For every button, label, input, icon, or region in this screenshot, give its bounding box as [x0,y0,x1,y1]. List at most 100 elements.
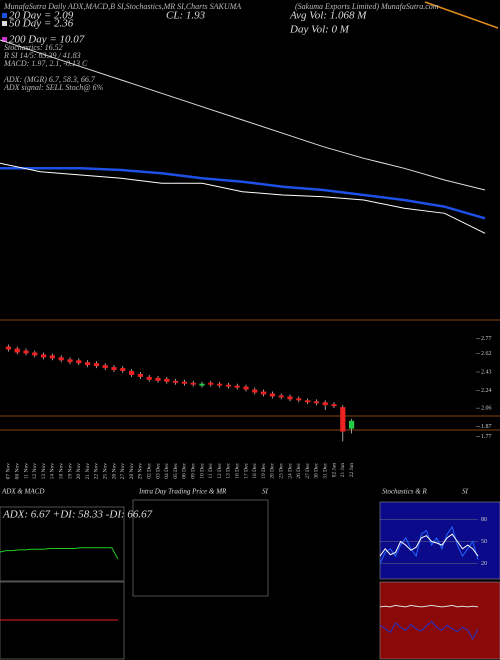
x-tick-label: 17 Dec [243,462,249,478]
candle-body [146,376,152,380]
x-tick-label: 06 Dec [182,462,188,478]
candle-body [208,382,214,385]
candle-body [190,382,196,385]
x-tick-label: 18 Dec [252,462,258,478]
candle-body [49,355,55,359]
y-tick-label: 2.62 [481,351,492,357]
legend-label: 20 Day = 2.09 [9,10,74,22]
candle-body [287,396,293,400]
panel-frame [0,506,125,582]
panel-frame [379,581,500,660]
candle-body [261,391,267,395]
series-line [379,604,479,608]
candle-body [173,380,179,383]
x-tick-label: 03 Dec [155,462,161,478]
y-tick-label: 2.24 [481,388,492,394]
candle-body [5,346,11,350]
x-tick-label: 29 Nov [138,463,144,480]
x-tick-label: 12 Dec [217,462,223,478]
y-tick-label: 2.06 [481,406,492,412]
day-vol: Day Vol: 0 M [289,24,350,36]
header-right: (Sakuma Exports Limited) MunafaSutra.com [295,2,439,11]
x-tick-label: 07 Nov [6,463,12,480]
x-tick-label: 26 Dec [296,462,302,478]
candle-body [269,393,275,397]
candle-body [129,371,135,375]
candle-body [102,365,108,369]
panel-title: ADX & MACD [1,488,44,496]
panel-label: ADX: 6.67 +DI: 58.33 -DI: 66.67 [2,509,153,521]
legend-swatch [2,37,7,42]
x-tick-label: 16 Dec [234,462,240,478]
candle-body [32,352,38,356]
x-tick-label: 27 Dec [305,462,311,478]
y-tick-label: 2.77 [481,336,492,342]
y-tick-label: 20 [481,561,487,567]
candle-body [234,385,240,388]
info-line: MACD: 1.97, 2.1, -0.13 C [3,59,88,68]
info-line: ADX: (MGR) 6.7, 58.3, 66.7 [3,75,96,84]
series-line [379,620,479,641]
y-tick-label: 1.87 [481,424,492,430]
y-tick-label: 50 [481,539,487,545]
info-line: ADX signal: SELL Stoch@ 6% [3,83,104,92]
panel-title: SI [462,488,469,496]
legend-label: 200 Day = 10.07 [9,34,85,46]
candle-body [243,386,249,390]
candle-body [296,398,302,401]
candle-body [41,354,47,358]
candle-body [67,359,73,363]
candle-body [85,362,91,366]
x-tick-label: 05 Dec [173,462,179,478]
candle-body [164,378,170,382]
x-tick-label: 04 Dec [164,462,170,478]
legend-label: 50 Day = 2.36 [9,18,74,30]
x-tick-label: 21 Jan [340,463,346,477]
series-line [0,547,119,560]
x-tick-label: 19 Dec [261,462,267,478]
info-line: Stochastics: 16.52 [4,43,63,52]
x-tick-label: 25 Nov [102,463,108,480]
candle-body [225,384,231,387]
x-tick-label: 22 Jan [349,463,355,477]
x-tick-label: 11 Dec [208,462,214,478]
x-tick-label: 20 Nov [76,463,82,480]
candle-body [181,381,187,384]
x-tick-label: 23 Dec [278,462,284,478]
panel-title: Stochastics & R [382,488,427,496]
series-line [379,533,479,557]
candle-body [199,383,205,386]
series-line [0,162,486,234]
x-tick-label: 18 Nov [58,463,64,480]
candle-body [331,404,337,407]
candle-body [217,383,223,386]
x-tick-label: 26 Nov [111,463,117,480]
candle-body [340,407,346,432]
close: CL: 1.93 [166,10,206,22]
info-lines: Stochastics: 16.52R SI 14/5: 63.39 / 41.… [3,43,104,92]
x-tick-label: 28 Nov [129,463,135,480]
candle-body [322,402,328,406]
avg-vol: Avg Vol: 1.068 M [289,10,367,22]
x-tick-label: 22 Nov [94,463,100,480]
candle-body [120,368,126,372]
x-tick-label: 13 Dec [226,462,232,478]
x-tick-label: 27 Nov [120,463,126,480]
candle-body [313,401,319,404]
panel-frame [379,501,500,580]
info-line: R SI 14/5: 63.39 / 41.83 [3,51,81,60]
x-tick-label: 31 Dec [322,462,328,478]
legend-swatch [2,21,7,26]
candle-body [278,395,284,398]
candle-body [58,357,64,361]
panel-title: SI [262,488,269,496]
x-tick-label: 20 Dec [270,462,276,478]
x-tick-label: 11 Nov [23,463,29,479]
y-tick-label: 2.43 [481,369,492,375]
x-tick-label: 10 Dec [199,462,205,478]
legend-swatch [2,13,7,18]
panel-frame [132,499,269,597]
x-tick-label: 30 Dec [314,462,320,478]
x-tick-label: 08 Nov [14,463,20,480]
